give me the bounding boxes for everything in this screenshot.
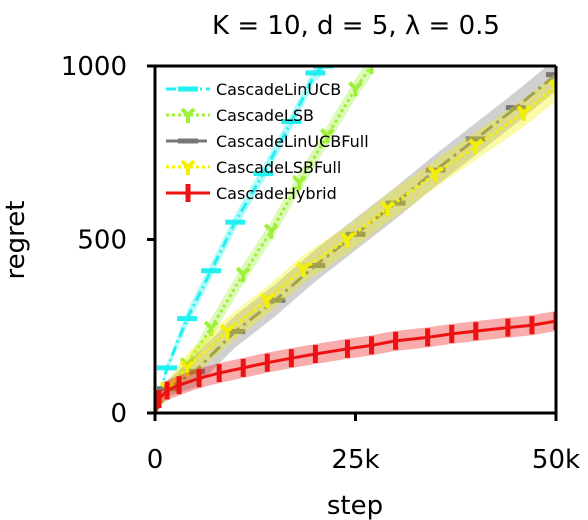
data-point [201, 268, 222, 274]
data-point [288, 349, 294, 368]
data-point [505, 318, 511, 337]
data-point [196, 369, 202, 388]
data-point [179, 360, 195, 376]
legend-label: CascadeLSBFull [216, 158, 341, 177]
x-axis-label: step [327, 491, 383, 520]
series-line [155, 85, 556, 413]
data-point [177, 316, 198, 322]
legend: CascadeLinUCB CascadeLSB CascadeLinUCBFull… [166, 80, 369, 203]
data-point [264, 353, 270, 372]
data-point [369, 336, 375, 355]
data-point [259, 292, 275, 309]
y-tick-label: 500 [77, 226, 127, 256]
legend-marker [180, 159, 196, 175]
data-point [225, 328, 246, 334]
axes: 0 25k 50k 0 500 1000 [61, 52, 580, 475]
data-point [263, 223, 279, 239]
data-point [473, 322, 479, 341]
data-point [425, 167, 446, 173]
legend-label: CascadeLinUCB [216, 80, 341, 99]
data-point [344, 339, 350, 358]
legend-marker [178, 138, 198, 144]
data-point [393, 331, 399, 350]
data-point [156, 390, 162, 409]
confidence-band [155, 66, 556, 413]
data-point [385, 200, 406, 206]
data-point [468, 138, 484, 154]
data-point [312, 345, 318, 364]
data-point [265, 297, 286, 303]
legend-marker [178, 86, 198, 92]
data-point [240, 358, 246, 377]
legend-entry: CascadeLSB [166, 106, 314, 125]
data-point [449, 324, 455, 343]
data-point [281, 119, 302, 125]
legend-entry: CascadeLinUCB [166, 80, 341, 99]
series-line [155, 73, 556, 413]
series-CascadeLSB [155, 66, 375, 413]
data-point [185, 368, 206, 374]
y-axis-label: regret [1, 201, 31, 280]
data-point [505, 105, 526, 111]
data-point [295, 261, 311, 277]
data-point [546, 72, 556, 78]
data-point [164, 381, 170, 400]
legend-entry: CascadeLinUCBFull [166, 132, 369, 151]
data-point [157, 365, 178, 371]
x-tick-label: 50k [532, 445, 580, 475]
legend-entry: CascadeLSBFull [166, 158, 341, 177]
y-tick-label: 0 [110, 399, 127, 429]
legend-marker [185, 184, 191, 202]
data-point [225, 219, 246, 225]
x-tick-label: 25k [331, 445, 379, 475]
data-point [380, 200, 395, 217]
legend-label: CascadeLinUCBFull [216, 132, 369, 151]
data-point [305, 263, 326, 269]
data-point [176, 376, 182, 395]
data-point [340, 232, 355, 248]
data-point [348, 81, 363, 97]
data-point [253, 171, 274, 177]
data-point [428, 166, 444, 182]
data-point [516, 105, 532, 121]
series-CascadeLinUCBFull [155, 66, 556, 413]
data-point [235, 266, 251, 283]
x-tick-label: 0 [147, 445, 164, 475]
data-point [529, 316, 535, 335]
y-tick-label: 1000 [61, 52, 127, 82]
data-point [219, 324, 235, 340]
data-point [203, 320, 219, 336]
confidence-band [155, 311, 556, 413]
legend-label: CascadeHybrid [216, 184, 337, 203]
data-point [320, 127, 335, 144]
series-CascadeHybrid [155, 311, 556, 413]
legend-label: CascadeLSB [216, 106, 314, 125]
legend-marker [180, 107, 196, 123]
data-point [465, 136, 486, 142]
confidence-band [155, 72, 556, 413]
chart-title: K = 10, d = 5, λ = 0.5 [212, 11, 500, 41]
data-point [425, 328, 431, 347]
data-point [291, 174, 307, 191]
data-point [216, 364, 222, 383]
legend-entry: CascadeHybrid [166, 184, 337, 203]
data-point [305, 70, 326, 76]
series-CascadeLSBFull [155, 72, 556, 413]
